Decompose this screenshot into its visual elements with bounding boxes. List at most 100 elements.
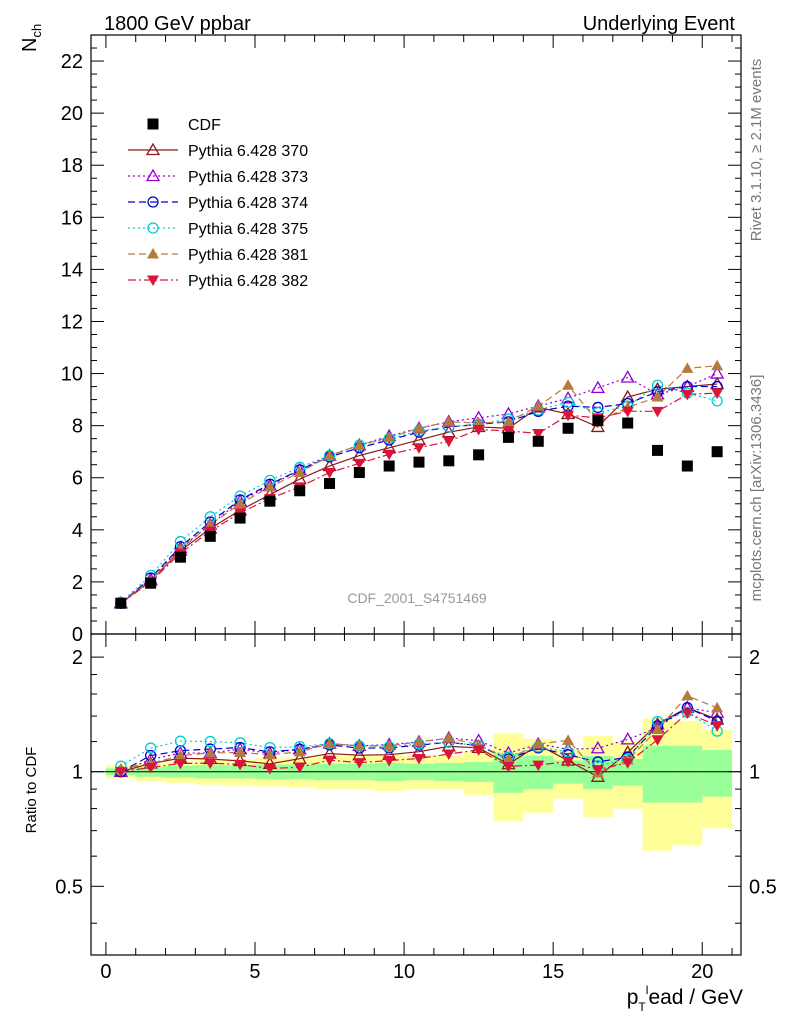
series-point bbox=[204, 518, 217, 530]
ratio-series-point bbox=[532, 760, 545, 772]
ratio-series-point bbox=[174, 735, 187, 747]
x-tick-label: 5 bbox=[249, 961, 260, 983]
ratio-series-point bbox=[234, 746, 247, 757]
y-tick-label: 0 bbox=[72, 624, 83, 646]
legend-label: Pythia 6.428 382 bbox=[188, 273, 308, 290]
x-tick-label: 0 bbox=[100, 961, 111, 983]
header-right: Underlying Event bbox=[583, 13, 736, 35]
ratio-series-point bbox=[234, 759, 247, 771]
legend-marker bbox=[147, 118, 159, 130]
series-point bbox=[711, 359, 724, 371]
data-point bbox=[413, 456, 425, 468]
ratio-series-point bbox=[590, 740, 606, 754]
series-point bbox=[323, 468, 336, 479]
data-point bbox=[473, 449, 485, 461]
data-point bbox=[324, 477, 336, 489]
data-point bbox=[234, 512, 246, 524]
ratio-series-point bbox=[681, 708, 694, 719]
series-point bbox=[442, 436, 455, 448]
ratio-series-point bbox=[621, 758, 634, 769]
data-point bbox=[204, 530, 216, 542]
main-plot bbox=[113, 359, 725, 610]
series-point bbox=[472, 425, 485, 436]
ratio-tick-label-right: 1 bbox=[749, 762, 760, 784]
ratio-series-point bbox=[562, 746, 574, 758]
ratio-series-point bbox=[711, 701, 724, 713]
ratio-series-point bbox=[651, 735, 664, 746]
legend-marker bbox=[147, 248, 159, 259]
ratio-axis-label: Ratio to CDF bbox=[23, 747, 40, 834]
ratio-series-point bbox=[353, 758, 366, 769]
series-point bbox=[590, 380, 606, 394]
y-tick-label: 2 bbox=[72, 572, 83, 594]
x-tick-label: 10 bbox=[393, 961, 415, 983]
series-point bbox=[651, 406, 664, 418]
x-tick-label: 20 bbox=[691, 961, 713, 983]
legend-label: Pythia 6.428 375 bbox=[188, 221, 308, 238]
series-point bbox=[651, 379, 664, 391]
data-point bbox=[443, 455, 455, 467]
legend-marker bbox=[147, 275, 159, 286]
legend-label: Pythia 6.428 374 bbox=[188, 195, 308, 212]
data-point bbox=[532, 435, 544, 447]
y-axis-label: Nch bbox=[19, 24, 44, 52]
ratio-series-point bbox=[412, 735, 425, 747]
ratio-series-point bbox=[502, 761, 515, 773]
series-point bbox=[621, 406, 634, 418]
y-tick-label: 10 bbox=[61, 364, 83, 386]
series-point bbox=[353, 439, 366, 450]
series-point bbox=[562, 410, 575, 422]
series-point bbox=[502, 426, 515, 437]
series-point bbox=[412, 443, 425, 454]
series-point bbox=[592, 401, 604, 414]
rivet-label: Rivet 3.1.10, ≥ 2.1M events bbox=[748, 59, 765, 242]
data-point bbox=[562, 422, 574, 434]
series-point bbox=[681, 389, 694, 401]
ratio-tick-label-left: 0.5 bbox=[55, 876, 83, 898]
data-point bbox=[502, 431, 514, 443]
ratio-series-point bbox=[532, 737, 545, 749]
ratio-series-point bbox=[651, 723, 664, 735]
y-tick-label: 18 bbox=[61, 155, 83, 177]
ratio-tick-label-left: 1 bbox=[72, 762, 83, 784]
series-point bbox=[562, 396, 574, 408]
y-tick-label: 12 bbox=[61, 311, 83, 333]
ratio-series-point bbox=[293, 762, 306, 774]
ratio-series-point bbox=[353, 739, 366, 751]
series-point bbox=[502, 415, 515, 427]
ratio-frame bbox=[90, 633, 742, 956]
y-tick-label: 20 bbox=[61, 103, 83, 125]
ratio-series-point bbox=[711, 721, 724, 732]
legend-marker bbox=[145, 142, 161, 156]
legend: CDF Pythia 6.428 370 Pythia 6.428 373 Pythi… bbox=[128, 117, 308, 290]
series-point bbox=[681, 362, 694, 373]
data-point bbox=[174, 551, 186, 563]
series-line bbox=[120, 383, 718, 604]
legend-label: CDF bbox=[188, 117, 221, 134]
green-band-bin bbox=[672, 745, 703, 803]
y-tick-label: 16 bbox=[61, 207, 83, 229]
y-tick-label: 6 bbox=[72, 468, 83, 490]
ratio-tick-label-left: 2 bbox=[72, 647, 83, 669]
legend-label: Pythia 6.428 373 bbox=[188, 169, 308, 186]
ratio-series-point bbox=[263, 763, 276, 775]
legend-label: Pythia 6.428 381 bbox=[188, 247, 308, 264]
series-point bbox=[651, 391, 664, 402]
ratio-series-point bbox=[383, 739, 396, 751]
series-point bbox=[472, 417, 485, 428]
series-point bbox=[353, 458, 366, 470]
data-point bbox=[145, 577, 157, 589]
ratio-series-point bbox=[620, 732, 635, 745]
ratio-series-point bbox=[174, 759, 187, 770]
series-point bbox=[620, 370, 635, 383]
ratio-series-point bbox=[442, 749, 455, 761]
data-point bbox=[383, 460, 395, 472]
legend-marker bbox=[147, 196, 159, 208]
y-tick-label: 4 bbox=[72, 520, 83, 542]
series-line bbox=[120, 385, 718, 604]
y-tick-label: 22 bbox=[61, 51, 83, 73]
ratio-series-line bbox=[120, 707, 718, 778]
series-point bbox=[442, 415, 455, 427]
